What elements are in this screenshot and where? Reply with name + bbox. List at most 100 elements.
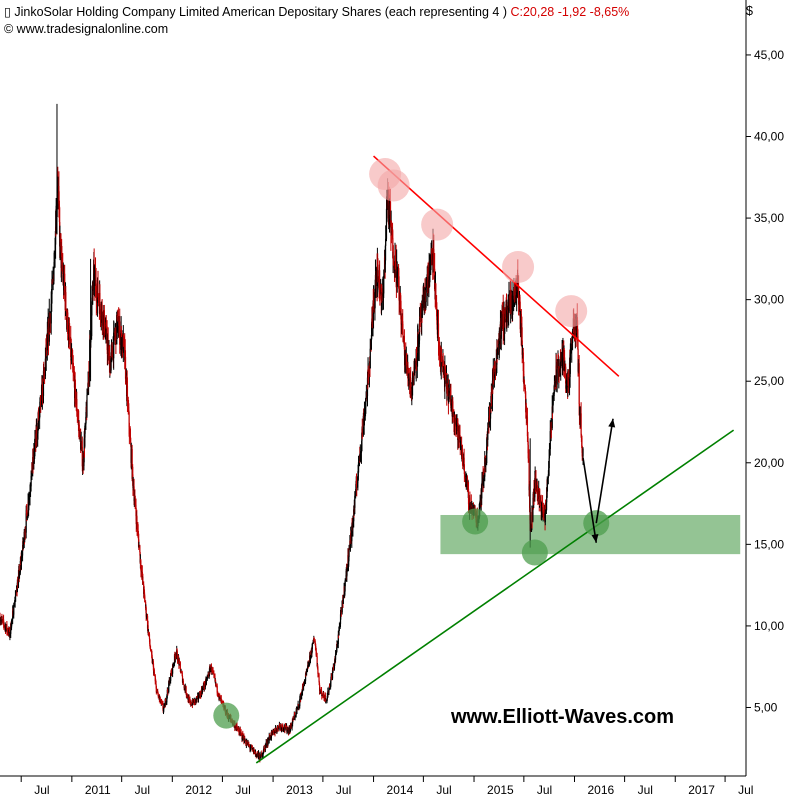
candle-body <box>221 700 223 702</box>
candle-body <box>105 324 107 334</box>
candle-body <box>531 512 533 521</box>
candle-body <box>407 365 409 375</box>
candle-body <box>526 417 529 437</box>
resistance-trendline <box>373 155 620 377</box>
y-tick-label: 5,00 <box>754 700 778 714</box>
candle-body <box>101 316 104 326</box>
candle-body <box>537 490 539 499</box>
top-marker <box>502 251 535 284</box>
candle-body <box>577 363 579 372</box>
candle-body <box>213 674 215 677</box>
candle-body <box>341 600 343 613</box>
candle-body <box>442 359 444 370</box>
candle-body <box>560 359 562 362</box>
candle-body <box>151 661 154 663</box>
candle-body <box>217 694 219 696</box>
candle-body <box>315 651 317 657</box>
candle-body <box>15 591 17 596</box>
candle-body <box>510 293 512 311</box>
candle-body <box>171 669 173 674</box>
candle-body <box>286 725 288 732</box>
candle-body <box>240 732 242 734</box>
candle-body <box>24 532 26 534</box>
candle-body <box>167 691 169 692</box>
candle-body <box>521 352 524 355</box>
x-tick-label: Jul <box>436 783 451 797</box>
x-tick-label: 2011 <box>85 783 111 797</box>
candle-body <box>427 277 429 288</box>
candle-body <box>444 368 446 388</box>
candle-body <box>299 699 301 707</box>
candle-body <box>278 725 280 730</box>
candle-body <box>348 549 350 558</box>
candle-body <box>69 336 71 341</box>
quote-readout: C:20,28 -1,92 -8,65% <box>510 5 630 19</box>
candle-body <box>340 612 342 615</box>
candle-body <box>523 380 526 388</box>
candle-body <box>398 286 400 301</box>
candle-body <box>263 748 265 749</box>
candle-body <box>0 620 1 623</box>
candle-body <box>465 477 468 479</box>
candle-body <box>263 748 265 753</box>
candle-body <box>440 353 443 362</box>
candle-body <box>508 295 510 309</box>
candle-body <box>157 691 159 694</box>
candle-body <box>144 596 146 603</box>
candle-body <box>371 318 373 323</box>
candle-body <box>304 680 306 683</box>
candle-body <box>163 707 165 710</box>
candle-body <box>250 745 252 748</box>
candle-body <box>162 703 164 710</box>
candle-body <box>369 348 371 369</box>
candle-body <box>168 681 170 692</box>
candle-body <box>289 727 292 732</box>
y-tick-label: 40,00 <box>754 130 784 144</box>
candle-body <box>377 267 379 277</box>
candle-body <box>49 314 51 324</box>
candle-body <box>544 504 546 522</box>
candle-body <box>70 352 73 357</box>
candle-body <box>173 654 176 664</box>
candle-body <box>357 476 359 484</box>
candle-body <box>324 695 326 701</box>
trendlines-layer <box>255 155 735 764</box>
candle-body <box>64 273 66 292</box>
candle-body <box>121 338 123 351</box>
candle-body <box>360 452 362 454</box>
candle-body <box>433 249 435 269</box>
watermark: www.Elliott-Waves.com <box>451 706 674 728</box>
candle-body <box>163 706 165 708</box>
candle-body <box>506 309 508 311</box>
candle-body <box>206 676 208 680</box>
candle-body <box>431 248 433 260</box>
candle-body <box>213 673 215 675</box>
candle-body <box>403 336 405 350</box>
candle-body <box>300 695 302 700</box>
candle-body <box>178 660 181 663</box>
candle-body <box>402 331 404 342</box>
candle-body <box>381 295 383 297</box>
candle-body <box>80 441 82 443</box>
candle-body <box>496 353 499 355</box>
candle-body <box>460 444 462 446</box>
candle-body <box>2 619 5 624</box>
candle-body <box>200 693 202 696</box>
candle-body <box>487 428 489 440</box>
candle-body <box>342 597 344 604</box>
candle-body <box>346 568 348 570</box>
candle-body <box>7 632 9 634</box>
candle-body <box>560 361 562 369</box>
candle-body <box>180 671 183 673</box>
candle-body <box>494 369 497 375</box>
candle-body <box>315 645 317 649</box>
candle-body <box>32 457 34 464</box>
candles-layer <box>0 103 584 763</box>
chart-header: ▯ JinkoSolar Holding Company Limited Ame… <box>4 4 629 19</box>
candle-body <box>365 399 367 407</box>
candle-body <box>146 616 149 629</box>
candle-body <box>252 748 254 750</box>
candle-body <box>113 331 115 333</box>
candle-body <box>91 305 93 337</box>
